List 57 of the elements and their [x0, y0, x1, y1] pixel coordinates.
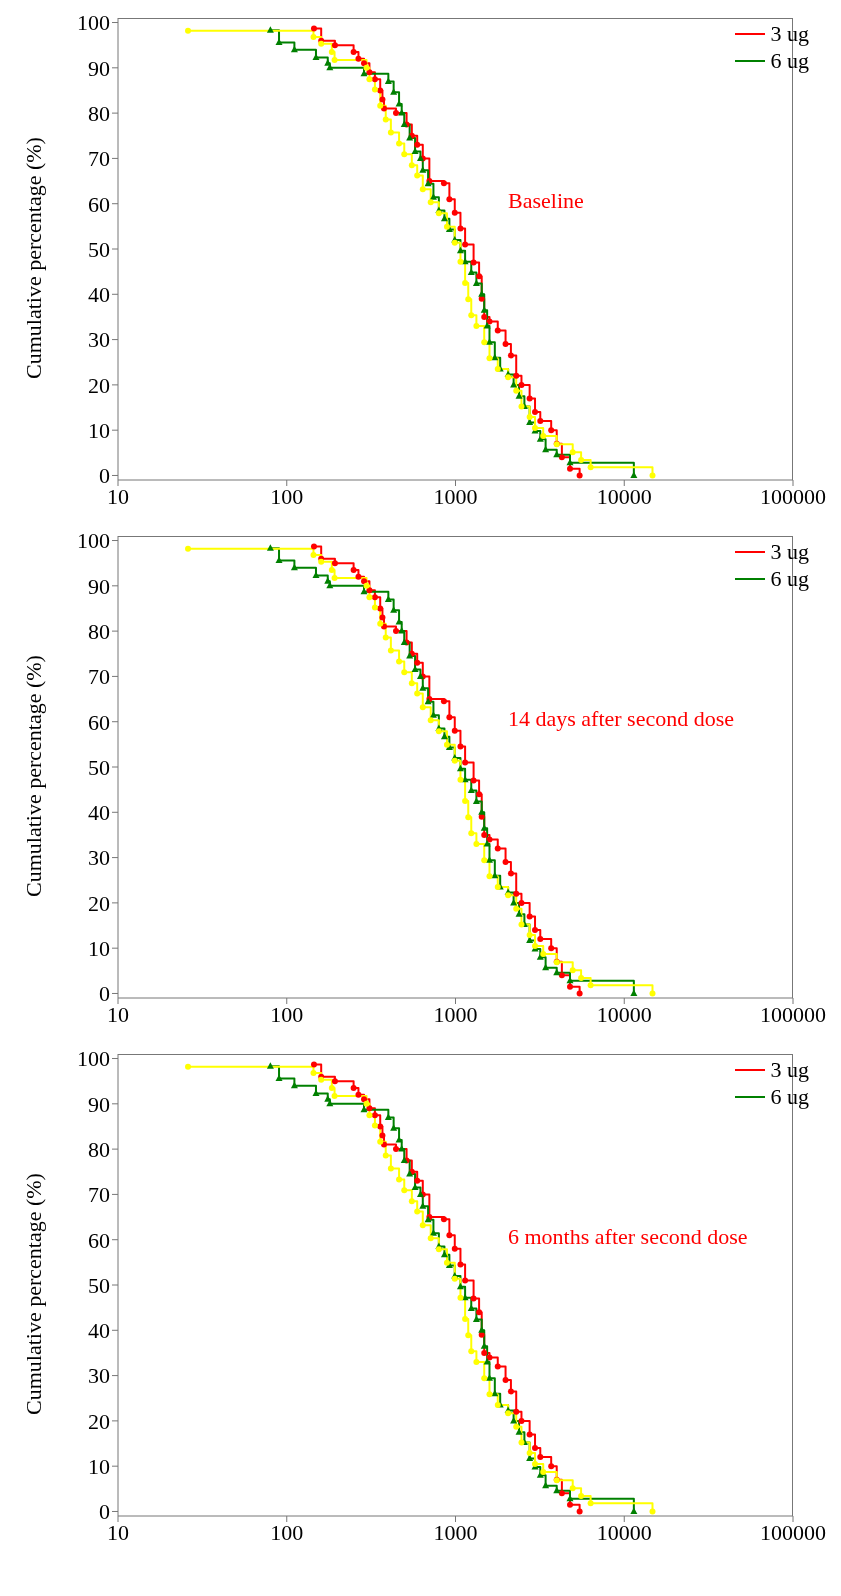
y-tick-label: 50: [88, 1272, 110, 1298]
y-tick-label: 70: [88, 664, 110, 690]
y-tick-label: 0: [99, 981, 110, 1007]
y-axis-title: Cumulative percentage (%): [20, 655, 46, 897]
y-tick-label: 0: [99, 463, 110, 489]
y-tick-label: 100: [77, 528, 110, 554]
y-tick-label: 10: [88, 935, 110, 961]
x-tick-label: 100000: [760, 1001, 826, 1027]
y-tick-label: 20: [88, 890, 110, 916]
y-tick-label: 70: [88, 146, 110, 172]
legend-label: 3 ug: [770, 20, 809, 47]
x-tick-label: 1000: [433, 1519, 478, 1545]
y-tick-label: 50: [88, 754, 110, 780]
legend-label: 3 ug: [770, 538, 809, 565]
y-axis-title: Cumulative percentage (%): [20, 137, 46, 379]
y-tick-label: 80: [88, 618, 110, 644]
x-tick-label: 1000: [433, 1001, 478, 1027]
y-tick-label: 90: [88, 55, 110, 81]
annotation: 14 days after second dose: [508, 706, 735, 732]
y-tick-label: 0: [99, 1499, 110, 1525]
x-tick-label: 100000: [760, 483, 826, 509]
y-tick-label: 90: [88, 573, 110, 599]
legend-label: 6 ug: [770, 565, 809, 592]
y-tick-label: 30: [88, 327, 110, 353]
x-tick-label: 10000: [596, 483, 652, 509]
y-tick-label: 80: [88, 100, 110, 126]
y-axis-title: Cumulative percentage (%): [20, 1173, 46, 1415]
y-tick-label: 60: [88, 191, 110, 217]
x-tick-label: 10000: [596, 1519, 652, 1545]
y-tick-label: 10: [88, 1453, 110, 1479]
x-tick-label: 100: [270, 483, 304, 509]
y-tick-label: 20: [88, 1408, 110, 1434]
x-tick-label: 10000: [596, 1001, 652, 1027]
y-tick-label: 40: [88, 1318, 110, 1344]
y-tick-label: 30: [88, 845, 110, 871]
y-tick-label: 40: [88, 800, 110, 826]
x-tick-label: 1000: [433, 483, 478, 509]
y-tick-label: 60: [88, 1227, 110, 1253]
legend-label: 6 ug: [770, 47, 809, 74]
y-tick-label: 100: [77, 1046, 110, 1072]
y-tick-label: 20: [88, 372, 110, 398]
y-tick-label: 100: [77, 10, 110, 36]
y-tick-label: 70: [88, 1182, 110, 1208]
legend-label: 6 ug: [770, 1083, 809, 1110]
y-tick-label: 80: [88, 1136, 110, 1162]
y-tick-label: 10: [88, 417, 110, 443]
x-tick-label: 100: [270, 1519, 304, 1545]
x-tick-label: 100: [270, 1001, 304, 1027]
annotation: Baseline: [508, 188, 584, 214]
y-tick-label: 60: [88, 709, 110, 735]
legend-label: 3 ug: [770, 1056, 809, 1083]
y-tick-label: 90: [88, 1091, 110, 1117]
x-tick-label: 100000: [760, 1519, 826, 1545]
y-tick-label: 50: [88, 236, 110, 262]
annotation: 6 months after second dose: [508, 1224, 748, 1250]
y-tick-label: 30: [88, 1363, 110, 1389]
y-tick-label: 40: [88, 282, 110, 308]
